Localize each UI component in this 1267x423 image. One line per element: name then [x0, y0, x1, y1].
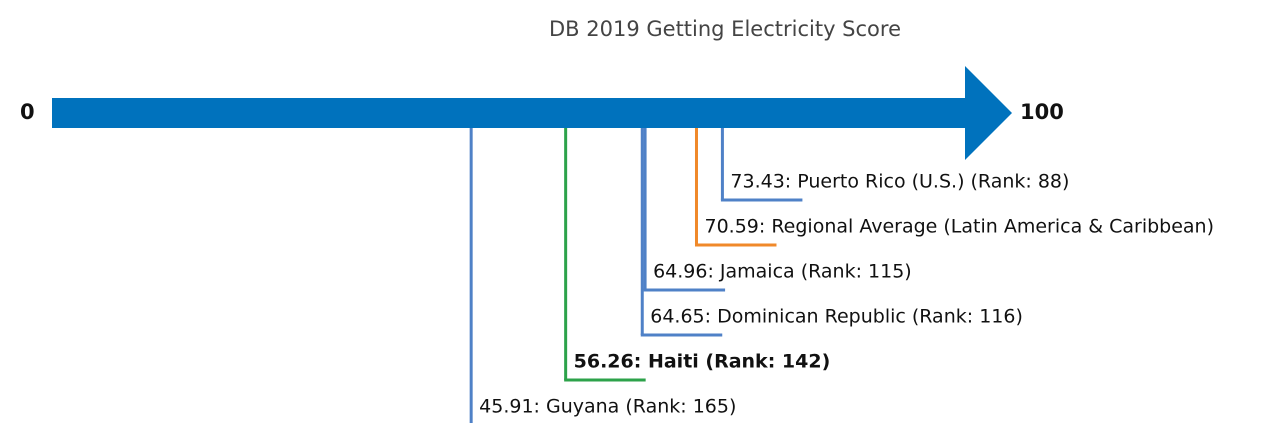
- marker-label: 56.26: Haiti (Rank: 142): [574, 351, 831, 373]
- chart-title: DB 2019 Getting Electricity Score: [549, 17, 901, 41]
- x-tick-label: 100: [1020, 100, 1064, 124]
- marker-label: 73.43: Puerto Rico (U.S.) (Rank: 88): [730, 171, 1069, 193]
- marker-label: 64.96: Jamaica (Rank: 115): [653, 261, 912, 283]
- marker-label: 64.65: Dominican Republic (Rank: 116): [650, 306, 1023, 328]
- x-tick-label: 0: [20, 100, 35, 124]
- marker-label: 70.59: Regional Average (Latin America &…: [704, 216, 1214, 238]
- axis-bar: [52, 98, 965, 128]
- marker-label: 45.91: Guyana (Rank: 165): [479, 396, 736, 418]
- axis-arrow: [965, 66, 1012, 160]
